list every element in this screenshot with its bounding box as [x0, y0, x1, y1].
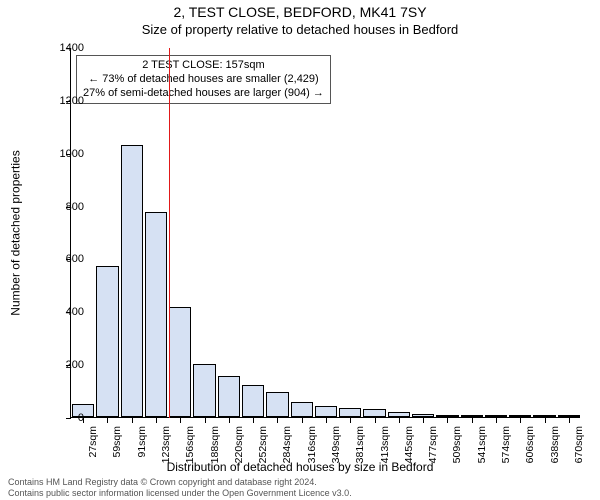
histogram-bar: [315, 406, 337, 417]
x-tick-label: 123sqm: [160, 426, 172, 463]
chart-container: 2, TEST CLOSE, BEDFORD, MK41 7SY Size of…: [0, 0, 600, 500]
histogram-bar: [339, 408, 361, 417]
footer-line1: Contains HM Land Registry data © Crown c…: [8, 477, 352, 487]
x-tick-label: 316sqm: [306, 426, 318, 463]
annotation-line3: 27% of semi-detached houses are larger (…: [83, 87, 324, 101]
x-tick-label: 349sqm: [330, 426, 342, 463]
footer-line2: Contains public sector information licen…: [8, 488, 352, 498]
x-tick: [520, 418, 521, 423]
x-tick: [277, 418, 278, 423]
x-tick-label: 27sqm: [87, 426, 99, 458]
x-tick-label: 574sqm: [500, 426, 512, 463]
x-tick: [302, 418, 303, 423]
x-tick: [107, 418, 108, 423]
y-tick-label: 1400: [34, 42, 84, 54]
x-tick-label: 413sqm: [379, 426, 391, 463]
x-tick: [423, 418, 424, 423]
histogram-bar: [412, 414, 434, 417]
x-tick-label: 541sqm: [476, 426, 488, 463]
x-tick-label: 156sqm: [184, 426, 196, 463]
y-tick-label: 600: [34, 253, 84, 265]
histogram-bar: [96, 266, 118, 417]
x-tick-label: 252sqm: [257, 426, 269, 463]
histogram-bar: [291, 402, 313, 417]
x-tick-label: 670sqm: [573, 426, 585, 463]
histogram-bar: [509, 415, 531, 417]
y-tick-label: 400: [34, 306, 84, 318]
x-tick: [472, 418, 473, 423]
histogram-bar: [558, 415, 580, 417]
chart-subtitle: Size of property relative to detached ho…: [0, 22, 600, 37]
y-tick-label: 200: [34, 359, 84, 371]
histogram-bar: [461, 415, 483, 417]
histogram-bar: [242, 385, 264, 417]
histogram-bar: [436, 415, 458, 417]
x-tick-label: 477sqm: [427, 426, 439, 463]
x-tick-label: 638sqm: [549, 426, 561, 463]
footer-text: Contains HM Land Registry data © Crown c…: [8, 477, 352, 498]
x-tick-label: 381sqm: [354, 426, 366, 463]
x-tick: [229, 418, 230, 423]
x-tick: [399, 418, 400, 423]
histogram-bar: [121, 145, 143, 417]
histogram-bar: [169, 307, 191, 417]
plot-area: 2 TEST CLOSE: 157sqm ← 73% of detached h…: [70, 48, 580, 418]
x-tick-label: 606sqm: [524, 426, 536, 463]
histogram-bar: [485, 415, 507, 417]
x-tick: [496, 418, 497, 423]
x-axis-label: Distribution of detached houses by size …: [0, 460, 600, 474]
x-tick-label: 59sqm: [111, 426, 123, 458]
x-tick: [132, 418, 133, 423]
x-tick: [375, 418, 376, 423]
x-tick-label: 188sqm: [209, 426, 221, 463]
chart-title: 2, TEST CLOSE, BEDFORD, MK41 7SY: [0, 4, 600, 20]
x-tick: [545, 418, 546, 423]
y-tick-label: 0: [34, 412, 84, 424]
x-tick: [569, 418, 570, 423]
x-tick: [253, 418, 254, 423]
histogram-bar: [266, 392, 288, 417]
y-axis-label: Number of detached properties: [8, 48, 24, 418]
x-tick: [350, 418, 351, 423]
annotation-box: 2 TEST CLOSE: 157sqm ← 73% of detached h…: [76, 55, 331, 104]
x-tick-label: 91sqm: [136, 426, 148, 458]
y-tick-label: 1000: [34, 148, 84, 160]
x-tick-label: 509sqm: [451, 426, 463, 463]
histogram-bar: [388, 412, 410, 417]
y-tick-label: 800: [34, 201, 84, 213]
x-tick: [156, 418, 157, 423]
x-tick: [205, 418, 206, 423]
y-tick-label: 1200: [34, 95, 84, 107]
histogram-bar: [218, 376, 240, 417]
x-tick-label: 284sqm: [281, 426, 293, 463]
annotation-line1: 2 TEST CLOSE: 157sqm: [83, 59, 324, 73]
histogram-bar: [533, 415, 555, 417]
histogram-bar: [145, 212, 167, 417]
annotation-line2: ← 73% of detached houses are smaller (2,…: [83, 73, 324, 87]
histogram-bar: [193, 364, 215, 417]
histogram-bar: [363, 409, 385, 417]
x-tick: [447, 418, 448, 423]
x-tick: [326, 418, 327, 423]
x-tick: [180, 418, 181, 423]
x-tick-label: 220sqm: [233, 426, 245, 463]
x-tick-label: 445sqm: [403, 426, 415, 463]
marker-line: [169, 48, 170, 418]
